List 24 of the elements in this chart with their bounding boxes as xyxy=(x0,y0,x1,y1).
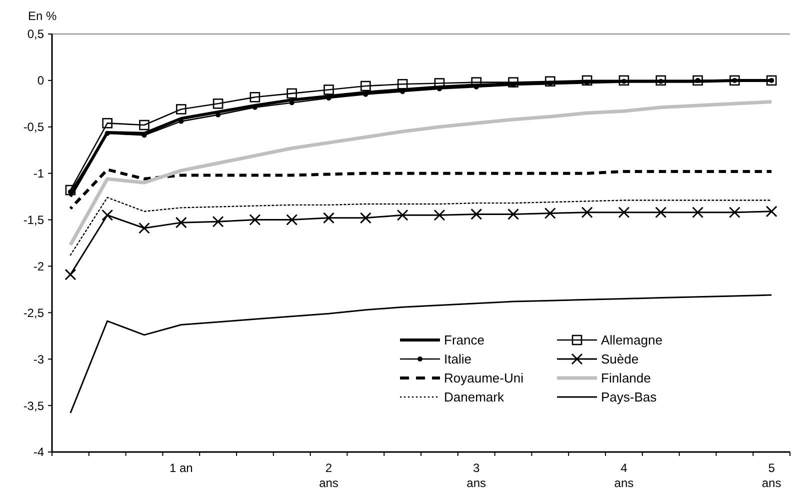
y-tick-label: -2,5 xyxy=(23,306,44,320)
legend-label: Italie xyxy=(444,352,472,367)
legend-label: Suède xyxy=(601,352,639,367)
x-tick-label: 1 an xyxy=(169,461,193,475)
x-tick-label: 2 ans xyxy=(319,461,338,490)
legend-label: Royaume-Uni xyxy=(444,370,524,386)
x-tick-label: 3 ans xyxy=(466,461,486,490)
y-tick-label: -3,5 xyxy=(23,398,44,413)
y-tick-label: -1,5 xyxy=(23,212,44,227)
y-tick-label: -4 xyxy=(33,445,44,460)
y-tick-label: -3 xyxy=(33,352,44,366)
y-axis-title: En % xyxy=(28,9,58,23)
y-tick-label: 0,5 xyxy=(27,27,44,42)
legend-label: Allemagne xyxy=(601,332,662,348)
legend-label: France xyxy=(444,332,484,348)
legend-label: Finlande xyxy=(601,370,651,386)
legend-label: Danemark xyxy=(444,390,504,405)
y-tick-label: 0 xyxy=(37,74,44,88)
x-tick-label: 5 ans xyxy=(762,461,782,490)
x-tick-label: 4 ans xyxy=(614,461,634,490)
y-tick-label: -0,5 xyxy=(23,120,44,134)
y-tick-label: -2 xyxy=(33,259,44,274)
y-tick-label: -1 xyxy=(33,166,44,181)
legend-label: Pays-Bas xyxy=(601,390,658,405)
